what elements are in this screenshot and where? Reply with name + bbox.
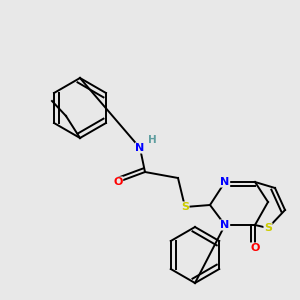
Text: S: S: [181, 202, 189, 212]
Text: O: O: [113, 177, 123, 187]
Text: N: N: [220, 177, 230, 187]
Text: N: N: [220, 220, 230, 230]
Text: S: S: [264, 223, 272, 233]
Text: H: H: [148, 135, 156, 145]
Text: N: N: [135, 143, 145, 153]
Text: O: O: [250, 243, 260, 253]
